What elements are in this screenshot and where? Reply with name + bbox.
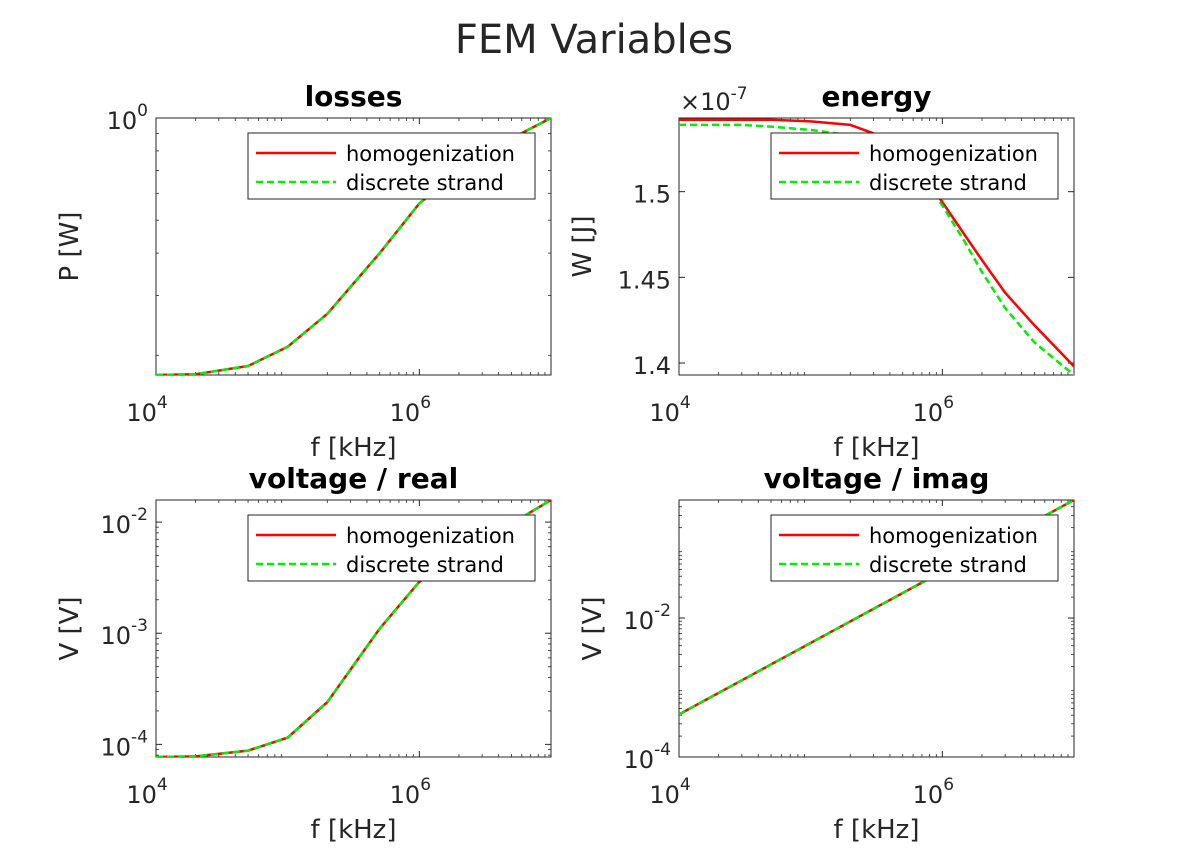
y-multiplier-energy: ×10-7 [680, 84, 748, 116]
legend-losses: homogenization discrete strand [247, 132, 536, 200]
legend-energy: homogenization discrete strand [770, 132, 1059, 200]
series-line-losses-discrete-strand [156, 118, 551, 375]
legend-label-voltage-real: homogenization [346, 524, 515, 548]
x-tick-label-voltage-real: 106 [390, 775, 431, 809]
y-tick-label-voltage-real: 10-4 [101, 727, 149, 761]
legend-box-energy [770, 132, 1059, 200]
legend-box-losses [247, 132, 536, 200]
legend-voltage-real: homogenization discrete strand [247, 514, 536, 582]
y-minor-ticks-voltage-imag [679, 506, 1074, 737]
y-tick-label-voltage-real: 10-2 [101, 505, 149, 539]
y-tick-label-energy: 1.5 [633, 181, 671, 209]
panel-voltage-imag: 104 106 10-4 10-2 voltage / imag f [kHz] V [V]… [578, 462, 1075, 845]
panel-energy: 104 106 1.4 1.45 1.5 ×10-7 energy f [kHz] W [J] h… [568, 80, 1075, 463]
legend-label-losses: discrete strand [346, 171, 504, 195]
legend-label-energy: homogenization [869, 142, 1038, 166]
y-tick-label-voltage-real: 10-3 [101, 616, 149, 650]
panel-title-losses: losses [305, 80, 403, 113]
series-line-voltage-real-discrete-strand [156, 500, 551, 757]
x-axis-label-energy: f [kHz] [834, 433, 920, 463]
y-tick-label-voltage-imag: 10-2 [624, 601, 672, 635]
panel-title-energy: energy [821, 80, 931, 113]
x-tick-label-voltage-imag: 106 [913, 775, 954, 809]
y-axis-label-energy: W [J] [568, 216, 598, 278]
x-tick-label-voltage-imag: 104 [649, 775, 690, 809]
x-minor-ticks-losses [195, 118, 546, 375]
x-tick-label-energy: 104 [649, 393, 690, 427]
y-axis-label-voltage-imag: V [V] [578, 596, 608, 660]
legend-voltage-imag: homogenization discrete strand [770, 514, 1059, 582]
x-tick-label-voltage-real: 104 [126, 775, 167, 809]
y-tick-label-voltage-imag: 10-4 [624, 740, 672, 774]
legend-label-voltage-imag: homogenization [869, 524, 1038, 548]
panel-voltage-real: 104 106 10-4 10-3 10-2 voltage / real f [kHz] V… [55, 462, 552, 845]
legend-label-energy: discrete strand [869, 171, 1027, 195]
y-minor-ticks-losses [156, 133, 551, 356]
x-axis-label-losses: f [kHz] [311, 433, 397, 463]
panel-title-voltage-imag: voltage / imag [764, 462, 990, 495]
legend-box-voltage-real [247, 514, 536, 582]
panel-losses: 104 106 100 losses f [kHz] P [W] homogenizatio… [55, 80, 552, 463]
y-axis-label-voltage-real: V [V] [55, 596, 85, 660]
y-tick-label-energy: 1.45 [618, 266, 671, 294]
x-minor-ticks-voltage-imag [718, 500, 1069, 757]
legend-label-losses: homogenization [346, 142, 515, 166]
panel-title-voltage-real: voltage / real [249, 462, 458, 495]
y-tick-label-losses: 100 [107, 101, 148, 135]
y-tick-label-energy: 1.4 [633, 352, 671, 380]
x-axis-label-voltage-real: f [kHz] [311, 815, 397, 845]
legend-label-voltage-real: discrete strand [346, 553, 504, 577]
figure-title: FEM Variables [455, 17, 733, 63]
x-tick-label-energy: 106 [913, 393, 954, 427]
x-minor-ticks-voltage-real [195, 500, 546, 757]
legend-box-voltage-imag [770, 514, 1059, 582]
legend-label-voltage-imag: discrete strand [869, 553, 1027, 577]
x-tick-label-losses: 104 [126, 393, 167, 427]
y-minor-ticks-voltage-real [156, 526, 551, 756]
x-tick-label-losses: 106 [390, 393, 431, 427]
y-axis-label-losses: P [W] [55, 212, 85, 282]
x-axis-label-voltage-imag: f [kHz] [834, 815, 920, 845]
